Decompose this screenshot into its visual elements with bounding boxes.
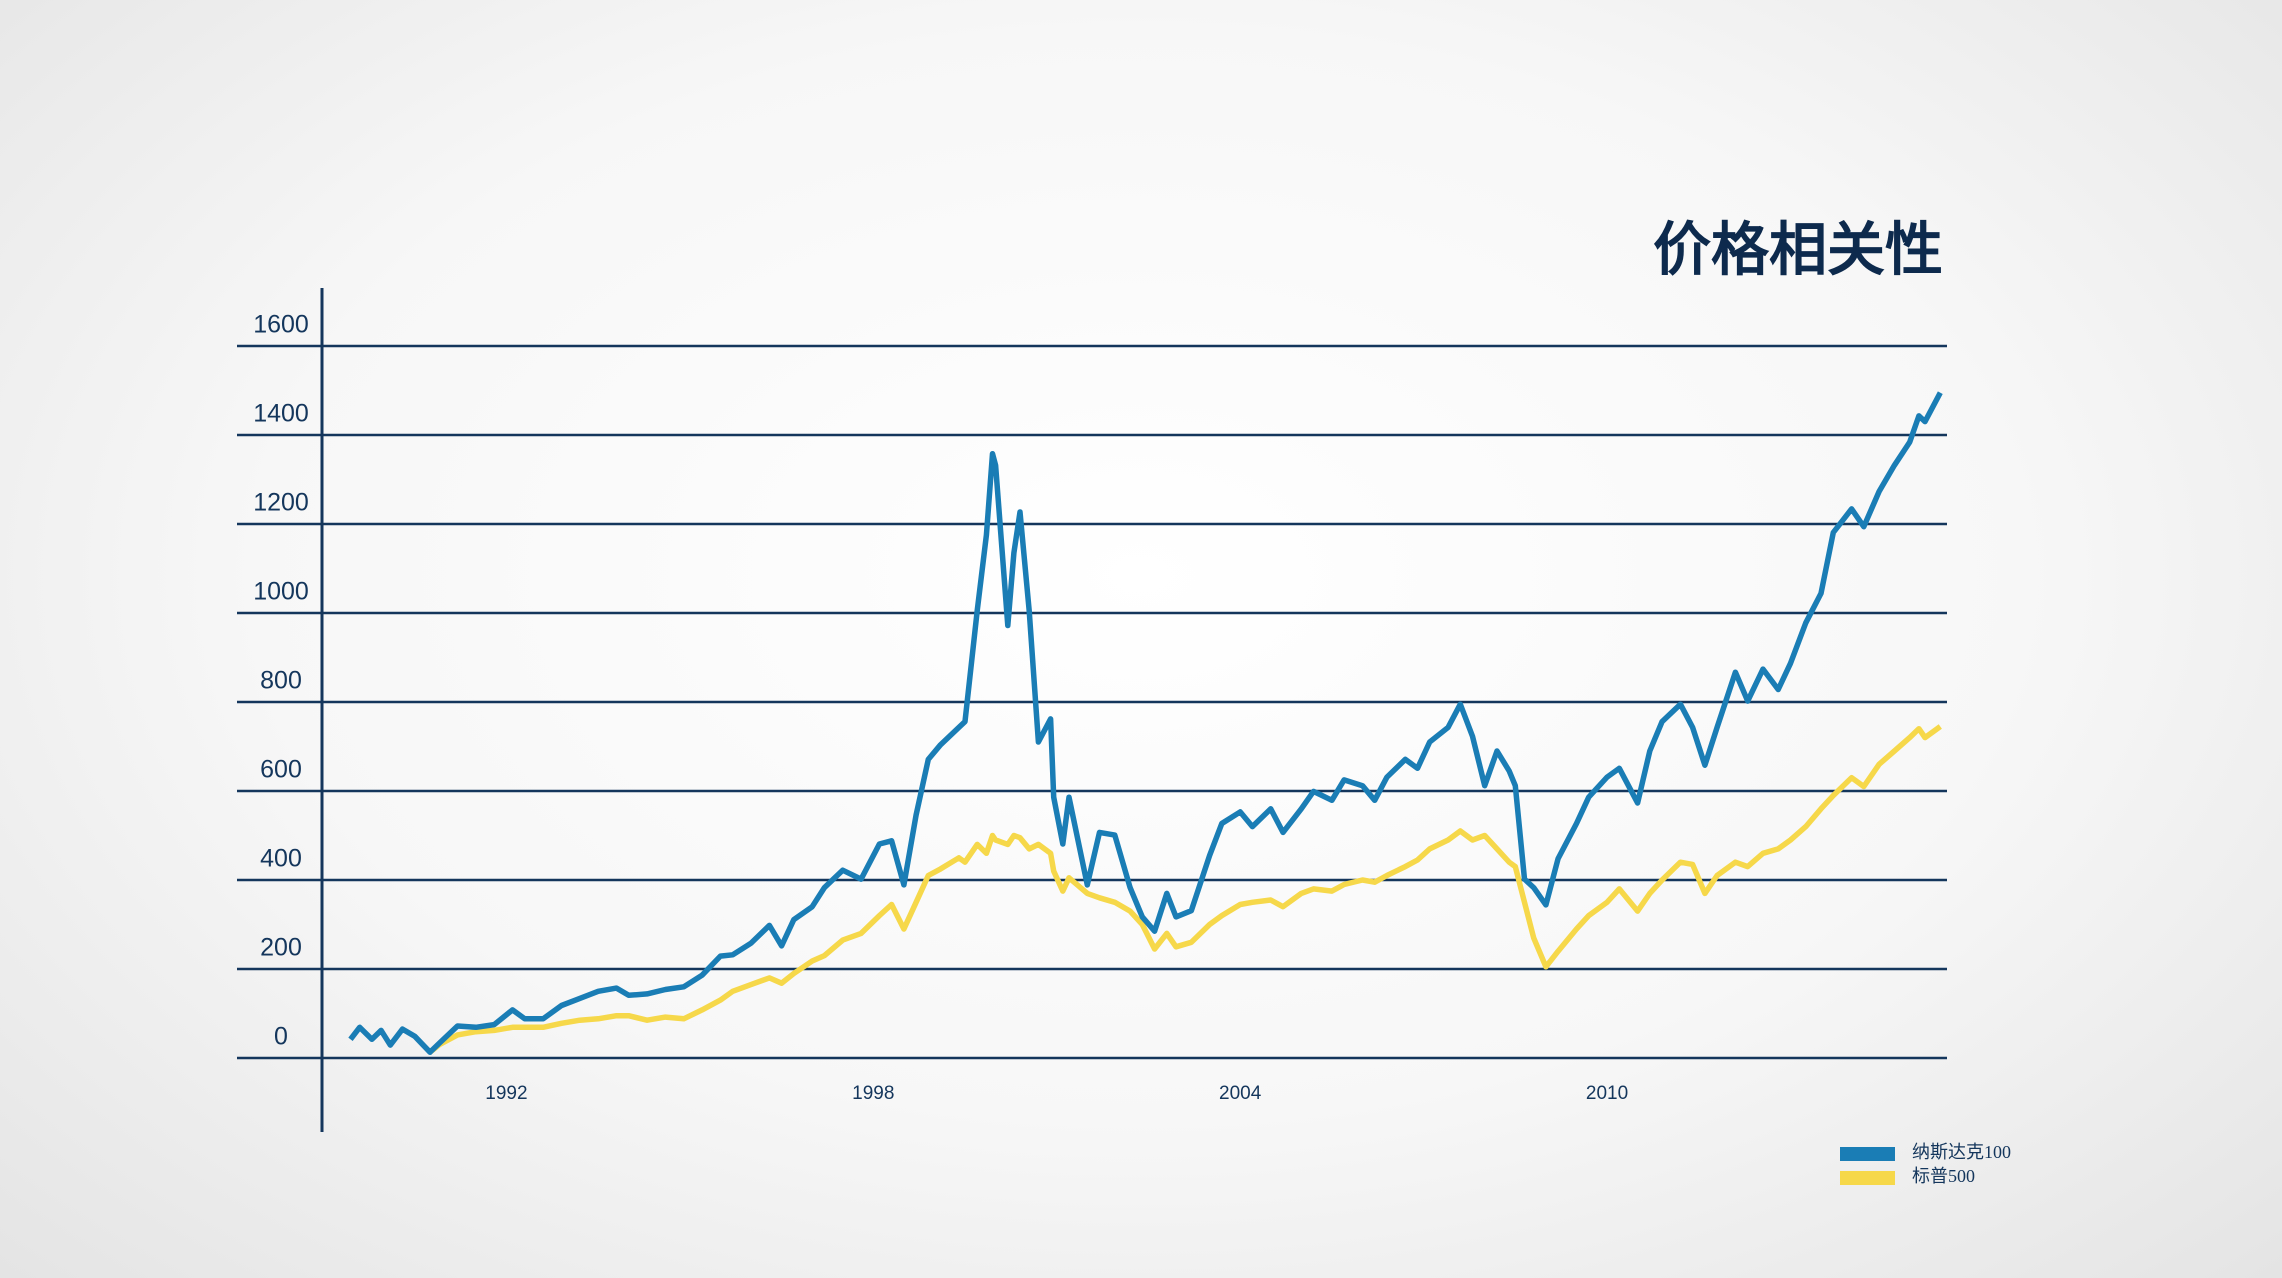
y-tick-label: 1200 <box>253 489 309 517</box>
y-tick-label: 1600 <box>253 311 309 339</box>
x-tick-label: 2004 <box>1219 1083 1262 1104</box>
legend-label: 纳斯达克100 <box>1912 1142 2011 1162</box>
y-tick-label: 400 <box>260 845 302 873</box>
legend-swatch <box>1840 1147 1895 1161</box>
x-tick-label: 1992 <box>485 1083 527 1104</box>
y-tick-label: 600 <box>260 756 302 784</box>
y-tick-label: 200 <box>260 934 302 962</box>
y-tick-label: 1400 <box>253 400 309 428</box>
x-tick-label: 1998 <box>852 1083 894 1104</box>
chart-title: 价格相关性 <box>1653 217 1943 282</box>
legend-label: 标普500 <box>1912 1166 1975 1186</box>
y-tick-label: 1000 <box>253 578 309 606</box>
y-tick-label: 0 <box>274 1023 288 1051</box>
series-line <box>348 391 1943 1055</box>
series-line <box>428 724 1942 1055</box>
x-tick-label: 2010 <box>1586 1083 1628 1104</box>
y-tick-label: 800 <box>260 667 302 695</box>
legend-swatch <box>1840 1171 1895 1185</box>
